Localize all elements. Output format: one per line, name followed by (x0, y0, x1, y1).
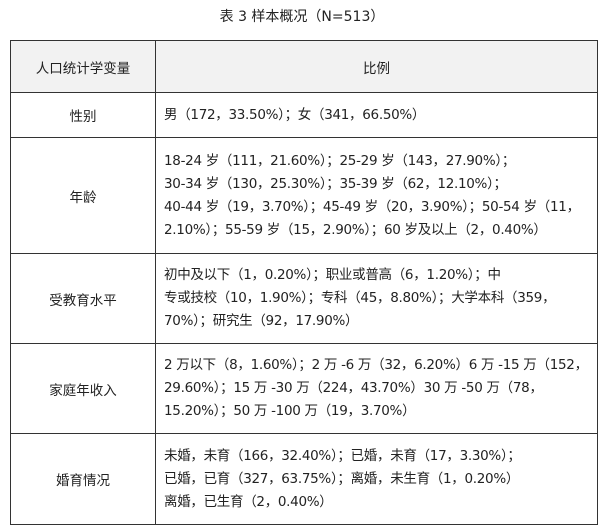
value-line: 15.20%）；50 万 -100 万（19，3.70%） (164, 403, 416, 419)
row-label: 家庭年收入 (10, 343, 156, 434)
row-label: 年龄 (10, 137, 156, 254)
value-line: 29.60%）；15 万 -30 万（224，43.70%）30 万 -50 万… (164, 380, 543, 396)
table-title: 表 3 样本概况（N=513） (219, 9, 385, 25)
row-value: 男（172，33.50%）；女（341，66.50%） (155, 92, 598, 138)
value-line: 18-24 岁（111，21.60%）；25-29 岁（143，27.90%）； (164, 152, 516, 169)
header-row: 人口统计学变量 比例 (10, 40, 598, 93)
value-line: 2 万以下（8，1.60%）；2 万 -6 万（32，6.20%）6 万 -15… (164, 357, 588, 373)
value-line: 初中及以下（1，0.20%）；职业或普高（6，1.20%）；中 (164, 267, 501, 283)
row: 婚育情况 未婚，未育（166，32.40%）；已婚，未育（17，3.30%）； 已婚… (10, 433, 598, 525)
value-line: 2.10%）；55-59 岁（15，2.90%）；60 岁及以上（2，0.40%… (164, 221, 547, 238)
row-label: 受教育水平 (10, 253, 156, 344)
value-line: 专或技校（10，1.90%）；专科（45，8.80%）；大学本科（359， (164, 290, 556, 306)
row-value: 18-24 岁（111，21.60%）；25-29 岁（143，27.90%）；… (155, 137, 598, 254)
row: 年龄 18-24 岁（111，21.60%）；25-29 岁（143，27.90%… (10, 137, 598, 254)
table: 人口统计学变量 比例 性别 男（172，33.50%）；女（341，66.50%）… (10, 40, 598, 525)
row-label: 婚育情况 (10, 433, 156, 525)
value-line: 已婚，已育（327，63.75%）；离婚，未生育（1，0.20%） (164, 470, 520, 487)
row-value: 未婚，未育（166，32.40%）；已婚，未育（17，3.30%）； 已婚，已育（… (155, 433, 598, 525)
value-line: 未婚，未育（166，32.40%）；已婚，未育（17，3.30%）； (164, 447, 521, 464)
row-label: 性别 (10, 92, 156, 138)
value-line: 30-34 岁（130，25.30%）；35-39 岁（62，12.10%）； (164, 175, 507, 192)
value-line: 40-44 岁（19，3.70%）；45-49 岁（20，3.90%）；50-5… (164, 198, 580, 215)
value-line: 男（172，33.50%）；女（341，66.50%） (164, 106, 426, 123)
row: 性别 男（172，33.50%）；女（341，66.50%） (10, 92, 598, 138)
header-cell: 人口统计学变量 (10, 40, 156, 93)
row: 受教育水平 初中及以下（1，0.20%）；职业或普高（6，1.20%）；中专或技校… (10, 253, 598, 344)
row-value: 2 万以下（8，1.60%）；2 万 -6 万（32，6.20%）6 万 -15… (155, 343, 598, 434)
header-cell: 比例 (155, 40, 598, 93)
value-line: 离婚，已生育（2，0.40%） (164, 493, 333, 510)
value-line: 70%）；研究生（92，17.90%） (164, 313, 359, 329)
row: 家庭年收入 2 万以下（8，1.60%）；2 万 -6 万（32，6.20%）6 … (10, 343, 598, 434)
row-value: 初中及以下（1，0.20%）；职业或普高（6，1.20%）；中专或技校（10，1… (155, 253, 598, 344)
